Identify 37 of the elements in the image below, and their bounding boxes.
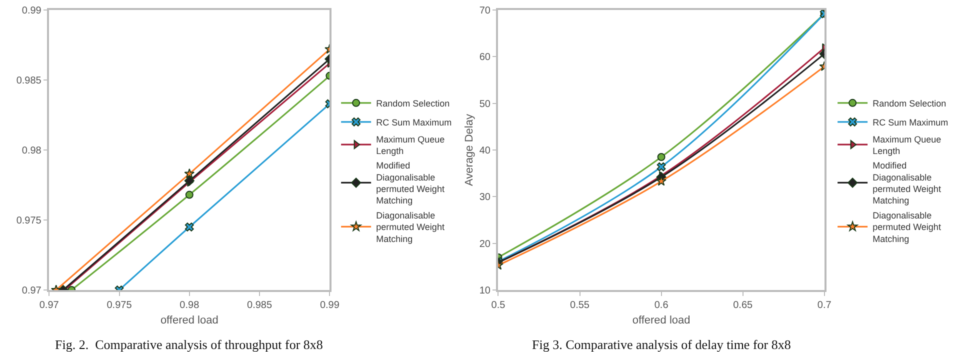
legend-label: Maximum Queue Length <box>376 134 445 156</box>
y-tick-label: 0.98 <box>22 146 42 156</box>
x-tick-label: 0.5 <box>491 300 506 311</box>
y-tick-label: 0.985 <box>16 76 42 86</box>
legend-label: Maximum Queue Length <box>872 134 942 156</box>
legend-label: Modified Diagonalisable permuted Weight Matching <box>376 160 445 206</box>
y-tick-label: 60 <box>479 52 491 64</box>
legend-label: RC Sum Maximum <box>872 117 948 128</box>
legend-label: Random Selection <box>376 98 450 108</box>
legend-label: Random Selection <box>872 98 946 108</box>
legend-label: RC Sum Maximum <box>376 117 452 128</box>
y-tick-label: 0.97 <box>22 286 42 296</box>
y-tick-label: 40 <box>479 146 491 156</box>
caption: Fig 3. Comparative analysis of delay time for 8x8 <box>532 337 791 352</box>
x-tick-label: 0.7 <box>817 300 832 311</box>
x-tick-label: 0.98 <box>180 300 200 311</box>
x-tick-label: 0.55 <box>570 300 590 311</box>
y-tick-label: 10 <box>479 286 491 296</box>
legend-label: Diagonalisable permuted Weight Matching <box>376 210 445 244</box>
x-tick-label: 0.99 <box>320 300 340 311</box>
legend-label: Diagonalisable permuted Weight Matching <box>872 210 942 244</box>
x-tick-label: 0.6 <box>654 300 669 311</box>
x-axis-title: offered load <box>632 314 690 326</box>
y-axis-title: Average Delay <box>464 114 476 186</box>
y-tick-label: 50 <box>479 98 491 110</box>
y-tick-label: 0.99 <box>22 6 42 16</box>
x-tick-label: 0.65 <box>733 300 753 311</box>
y-tick-label: 70 <box>479 6 491 16</box>
x-tick-label: 0.985 <box>247 300 272 311</box>
x-tick-label: 0.97 <box>39 300 60 311</box>
y-tick-label: 0.975 <box>16 216 42 226</box>
y-tick-label: 20 <box>479 238 491 250</box>
x-tick-label: 0.975 <box>106 300 132 311</box>
legend-label: Modified Diagonalisable permuted Weight Matching <box>872 160 942 206</box>
y-tick-label: 30 <box>479 192 491 204</box>
caption: Fig. 2. Comparative analysis of throughput for 8x8 <box>55 337 323 352</box>
x-axis-title: offered load <box>160 314 218 326</box>
